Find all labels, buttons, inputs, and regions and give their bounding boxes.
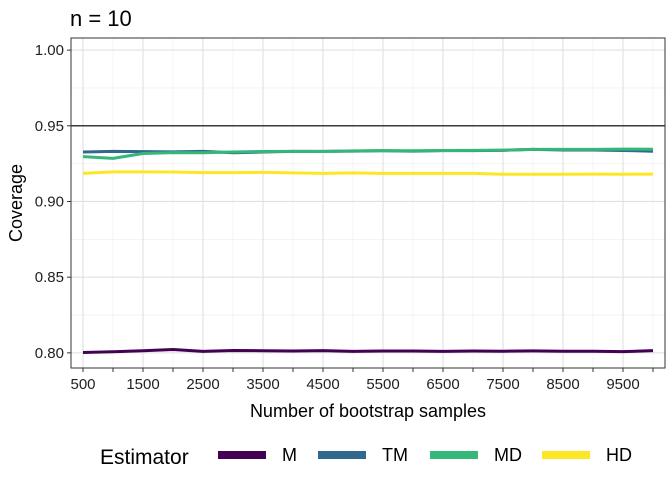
legend-title: Estimator — [100, 446, 189, 469]
series-line-md — [82, 147, 654, 160]
y-tick-label: 1.00 — [35, 42, 64, 59]
series-line-hd — [82, 170, 654, 176]
x-tick-label: 1500 — [126, 376, 159, 393]
plot-border — [70, 37, 666, 369]
x-tick-label: 9500 — [606, 376, 639, 393]
legend: Estimator M TM MD HD — [100, 445, 632, 469]
series-lines — [82, 147, 654, 355]
series-line-m — [82, 348, 654, 355]
x-axis: 500 1500 2500 3500 4500 5500 6500 7500 8500 9500 — [70, 368, 654, 393]
x-tick-label: 5500 — [366, 376, 399, 393]
x-tick-label: 500 — [70, 376, 95, 393]
x-axis-title: Number of bootstrap samples — [250, 401, 486, 421]
y-tick-label: 0.90 — [35, 193, 64, 210]
y-tick-label: 0.95 — [35, 118, 64, 135]
y-axis: 0.80 0.85 0.90 0.95 1.00 — [35, 42, 71, 362]
plot-title: n = 10 — [70, 6, 132, 31]
plot-panel — [71, 38, 665, 368]
x-tick-label: 8500 — [546, 376, 579, 393]
y-axis-title: Coverage — [6, 164, 26, 242]
x-tick-label: 2500 — [186, 376, 219, 393]
legend-label-tm: TM — [382, 445, 408, 465]
legend-label-md: MD — [494, 445, 522, 465]
x-tick-label: 7500 — [486, 376, 519, 393]
y-tick-label: 0.85 — [35, 269, 64, 286]
legend-label-hd: HD — [606, 445, 632, 465]
x-tick-label: 4500 — [306, 376, 339, 393]
x-tick-label: 3500 — [246, 376, 279, 393]
y-tick-label: 0.80 — [35, 345, 64, 362]
minor-gridlines — [71, 38, 665, 368]
x-tick-label: 6500 — [426, 376, 459, 393]
legend-label-m: M — [282, 445, 297, 465]
